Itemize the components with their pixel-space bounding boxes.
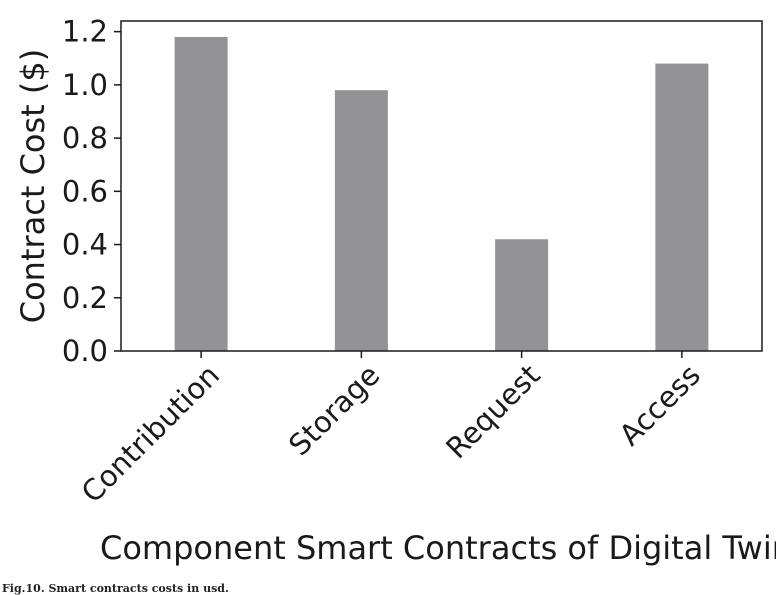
bars-group bbox=[174, 36, 709, 352]
figure-caption: Fig.10. Smart contracts costs in usd. bbox=[2, 582, 229, 595]
x-axis: Contribution Storage Request Access bbox=[75, 351, 707, 509]
x-tick-label: Request bbox=[439, 358, 546, 465]
y-tick-label: 0.6 bbox=[62, 174, 108, 208]
bar-request bbox=[495, 239, 549, 351]
bar-contribution bbox=[174, 36, 228, 351]
y-tick-label: 0.0 bbox=[62, 334, 108, 368]
x-tick-label: Storage bbox=[282, 358, 386, 462]
x-tick-label: Contribution bbox=[75, 358, 226, 509]
x-axis-label: Component Smart Contracts of Digital Twi… bbox=[100, 529, 776, 567]
y-axis: 0.0 0.2 0.4 0.6 0.8 1.0 1.2 bbox=[62, 15, 121, 368]
bar-storage bbox=[334, 90, 388, 352]
y-tick-label: 1.2 bbox=[62, 15, 108, 49]
bar-access bbox=[655, 63, 709, 351]
x-tick-label: Access bbox=[613, 358, 707, 452]
plot-area bbox=[120, 20, 763, 352]
y-tick-label: 1.0 bbox=[62, 68, 108, 102]
y-tick-label: 0.4 bbox=[62, 228, 108, 262]
y-axis-label: Contract Cost ($) bbox=[14, 49, 52, 323]
y-tick-label: 0.8 bbox=[62, 121, 108, 155]
y-tick-label: 0.2 bbox=[62, 281, 108, 315]
